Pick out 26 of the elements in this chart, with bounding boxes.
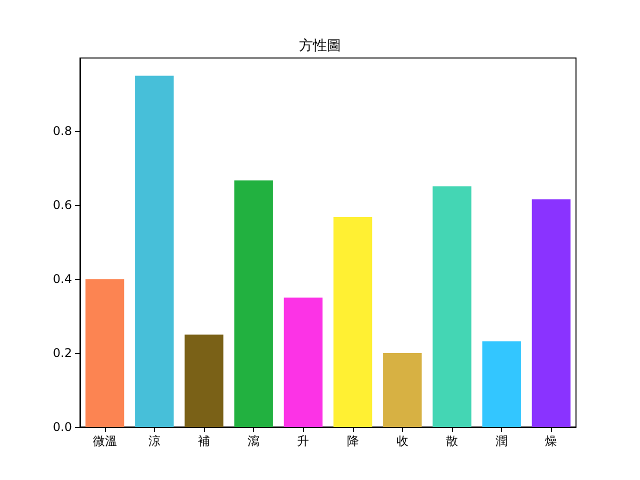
bar [184, 334, 224, 427]
bar [234, 180, 273, 427]
y-tick-label: 0.8 [52, 124, 72, 138]
y-tick-label: 0.2 [52, 346, 72, 360]
x-tick-label: 降 [346, 434, 359, 448]
x-tick-label: 潤 [496, 434, 508, 448]
chart-title: 方性圖 [299, 38, 341, 54]
x-tick-label: 收 [396, 434, 408, 448]
x-tick-label: 微溫 [92, 434, 117, 448]
y-tick-label: 0.4 [52, 272, 72, 286]
x-tick-label: 散 [446, 434, 458, 448]
bar [383, 353, 422, 427]
y-tick-label: 0.0 [52, 420, 72, 434]
bar [135, 76, 174, 427]
y-tick-label: 0.6 [52, 198, 72, 212]
bar [482, 341, 521, 427]
x-tick-label: 瀉 [248, 434, 260, 448]
x-tick-label: 升 [297, 434, 310, 448]
bar [333, 216, 372, 427]
bar [432, 186, 472, 427]
bar [284, 298, 323, 427]
bar [532, 199, 571, 427]
x-tick-label: 涼 [148, 434, 160, 448]
bar [85, 279, 124, 427]
x-tick-label: 燥 [545, 434, 558, 448]
x-tick-label: 補 [198, 434, 210, 448]
